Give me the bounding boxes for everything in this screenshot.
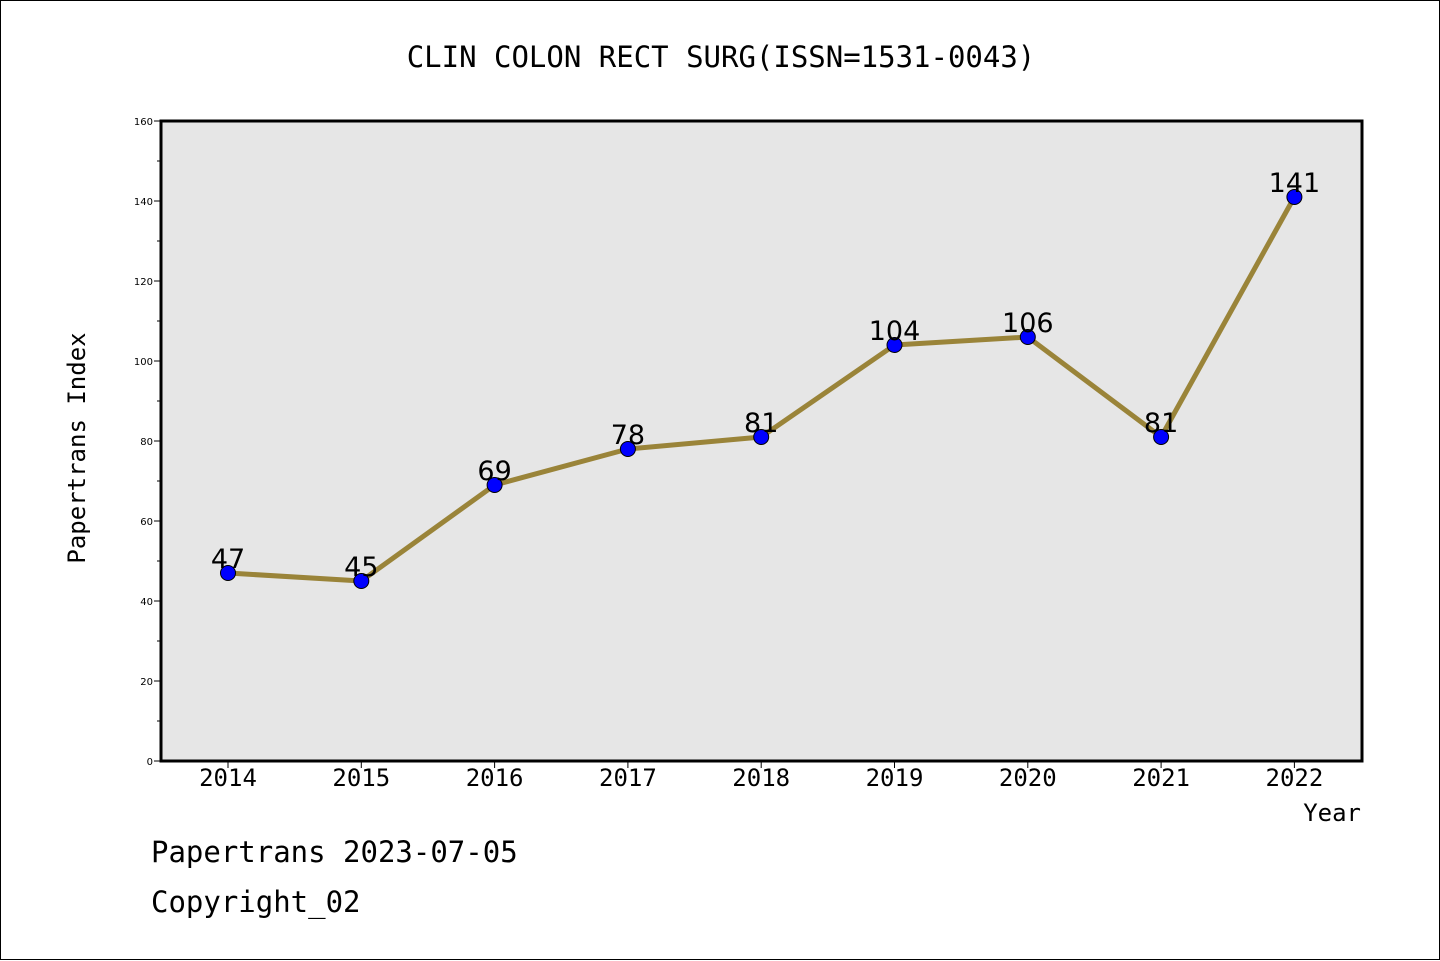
data-label: 106 <box>1002 308 1054 339</box>
x-tick-label: 2015 <box>332 764 390 792</box>
y-tick-label: 0 <box>147 757 153 768</box>
data-point <box>1019 329 1036 345</box>
y-tick-label: 160 <box>134 117 153 128</box>
y-tick-label: 100 <box>134 357 153 368</box>
x-tick-label: 2021 <box>1132 764 1190 792</box>
data-point <box>486 477 503 493</box>
footer-date: Papertrans 2023-07-05 <box>151 835 518 869</box>
x-tick-label: 2020 <box>999 764 1057 792</box>
footer-copyright: Copyright_02 <box>151 885 361 919</box>
x-tick-label: 2022 <box>1266 764 1324 792</box>
data-label: 104 <box>869 316 921 347</box>
data-label: 47 <box>211 544 245 575</box>
plot-border <box>159 119 1364 763</box>
x-tick-label: 2017 <box>599 764 657 792</box>
y-tick-label: 140 <box>134 197 153 208</box>
data-label: 45 <box>344 552 378 583</box>
data-label: 78 <box>611 420 645 451</box>
data-label: 81 <box>1144 408 1178 439</box>
data-point <box>1153 429 1170 445</box>
y-tick-label: 60 <box>140 517 153 528</box>
y-tick-label: 120 <box>134 277 153 288</box>
chart-title: CLIN COLON RECT SURG(ISSN=1531-0043) <box>407 40 1036 74</box>
x-tick-label: 2014 <box>199 764 257 792</box>
y-tick-label: 20 <box>140 677 153 688</box>
x-axis: 2014 2015 2016 2017 2018 2019 2020 2021 2022 <box>199 761 1323 792</box>
series-layer: 47 45 69 78 81 104 106 81 141 <box>211 168 1320 589</box>
data-label: 141 <box>1269 168 1321 199</box>
data-point <box>1286 189 1303 205</box>
x-tick-label: 2019 <box>866 764 924 792</box>
data-label: 69 <box>477 456 511 487</box>
x-tick-label: 2018 <box>732 764 790 792</box>
y-tick-label: 80 <box>140 437 153 448</box>
data-point <box>886 337 903 353</box>
data-point <box>353 573 370 589</box>
x-tick-label: 2016 <box>466 764 524 792</box>
y-tick-label: 40 <box>140 597 153 608</box>
data-label: 81 <box>744 408 778 439</box>
data-point <box>753 429 770 445</box>
data-point <box>619 441 636 457</box>
x-axis-label: Year <box>1303 799 1361 827</box>
data-point <box>220 565 236 581</box>
y-axis-label: Papertrans Index <box>63 332 91 563</box>
y-axis: 0 20 40 60 80 100 120 140 160 <box>134 117 161 768</box>
